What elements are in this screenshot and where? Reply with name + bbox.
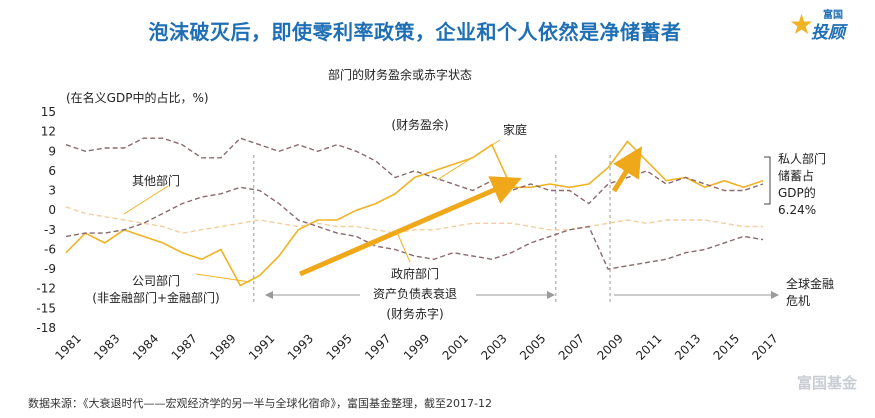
y-tick-label: -15 [36,301,56,315]
x-tick-label: 1989 [207,331,238,362]
x-tick-label: 2001 [440,331,471,362]
x-tick-label: 2003 [478,331,509,362]
brand-logo-top: 富国 [823,10,843,21]
annotation-private-2: 储蓄占 [778,168,814,183]
annotation-corporate-1: 公司部门 [132,273,180,288]
annotation-private-4: 6.24% [778,203,816,217]
x-tick-label: 2005 [517,331,548,362]
brand-logo: ★ 富国 投顾 [785,4,865,44]
x-tick-label: 1995 [323,331,354,362]
government-leader [395,229,411,263]
chart-title: 部门的财务盈余或赤字状态 [328,67,472,82]
series-line-government [65,186,764,270]
other-leader [123,185,169,215]
x-tick-label: 2013 [672,331,703,362]
y-tick-label: 12 [41,125,56,139]
y-tick-label: 9 [48,144,56,158]
watermark: 富国基金 [796,374,857,392]
y-tick-label: -18 [36,321,56,335]
x-tick-label: 1984 [130,331,161,362]
household-trend-arrow [299,176,522,277]
annotation-other: 其他部门 [132,173,180,188]
page-title: 泡沫破灭后，即使零利率政策，企业和个人依然是净储蓄者 [148,20,682,44]
annotation-corporate-2: (非金融部门+金融部门) [92,290,219,305]
annotation-household: 家庭 [503,122,527,137]
x-tick-label: 2015 [711,331,742,362]
x-tick-label: 1983 [91,331,122,362]
series-line-corporate [65,137,764,205]
x-axis-ticks: 1981 1983 1984 1987 1989 1991 1993 1995 1997 1999… [52,331,780,362]
star-icon: ★ [789,8,815,41]
y-tick-label: 0 [48,203,56,217]
annotation-crisis-2: 危机 [786,294,810,308]
x-tick-label: 1991 [246,331,277,362]
annotation-government-1: 政府部门 [391,266,439,281]
series-line-household [65,140,764,287]
series-line-other [65,206,763,234]
x-tick-label: 2007 [556,331,587,362]
annotation-surplus: (财务盈余) [391,117,448,132]
y-tick-label: -12 [36,282,56,296]
annotation-private-1: 私人部门 [778,151,826,166]
annotation-government-2: 资产负债表衰退 [373,286,457,301]
y-tick-label: -3 [44,223,56,237]
private-bracket [764,156,771,205]
y-axis-ticks: 15 12 9 6 3 0 -3 -6 -9 -12 -15 -18 [36,105,56,335]
y-tick-label: 15 [41,105,56,119]
y-tick-label: -6 [44,242,56,256]
annotation-private-3: GDP的 [778,185,816,200]
x-tick-label: 1993 [285,331,316,362]
household-leader [436,139,501,181]
annotation-government-3: (财务赤字) [386,306,443,321]
post-crisis-trend-arrow [611,146,642,193]
x-tick-label: 1997 [362,331,393,362]
x-tick-label: 1981 [52,331,83,362]
y-tick-label: 3 [48,184,56,198]
y-tick-label: 6 [48,164,56,178]
y-axis-label: (在名义GDP中的占比，%) [66,90,209,105]
y-tick-label: -9 [44,262,56,276]
x-tick-label: 1999 [401,331,432,362]
brand-logo-main: 投顾 [811,23,845,43]
annotation-crisis-1: 全球金融 [786,276,834,291]
x-tick-label: 2017 [749,331,780,362]
x-tick-label: 2009 [594,331,625,362]
corporate-leader [195,273,251,283]
x-tick-label: 2011 [633,331,664,362]
data-source-note: 数据来源：《大衰退时代——宏观经济学的另一半与全球化宿命》，富国基金整理，截至2… [28,397,492,410]
series-lines [65,137,764,287]
x-tick-label: 1987 [169,331,200,362]
